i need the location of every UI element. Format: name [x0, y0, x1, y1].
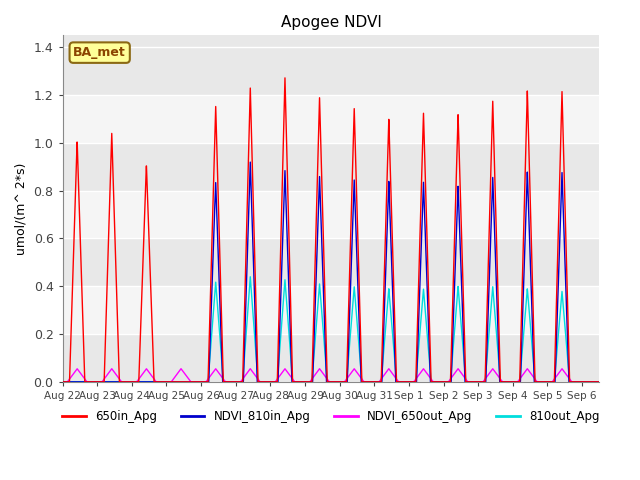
- Legend: 650in_Apg, NDVI_810in_Apg, NDVI_650out_Apg, 810out_Apg: 650in_Apg, NDVI_810in_Apg, NDVI_650out_A…: [58, 406, 605, 428]
- Bar: [63, 239, 600, 286]
- Bar: [63, 95, 600, 143]
- Bar: [63, 48, 600, 95]
- Title: Apogee NDVI: Apogee NDVI: [280, 15, 381, 30]
- Bar: [63, 191, 600, 239]
- Bar: [63, 143, 600, 191]
- Text: BA_met: BA_met: [74, 46, 126, 59]
- Bar: [63, 334, 600, 382]
- Bar: [63, 286, 600, 334]
- Y-axis label: umol/(m^ 2*s): umol/(m^ 2*s): [15, 162, 28, 255]
